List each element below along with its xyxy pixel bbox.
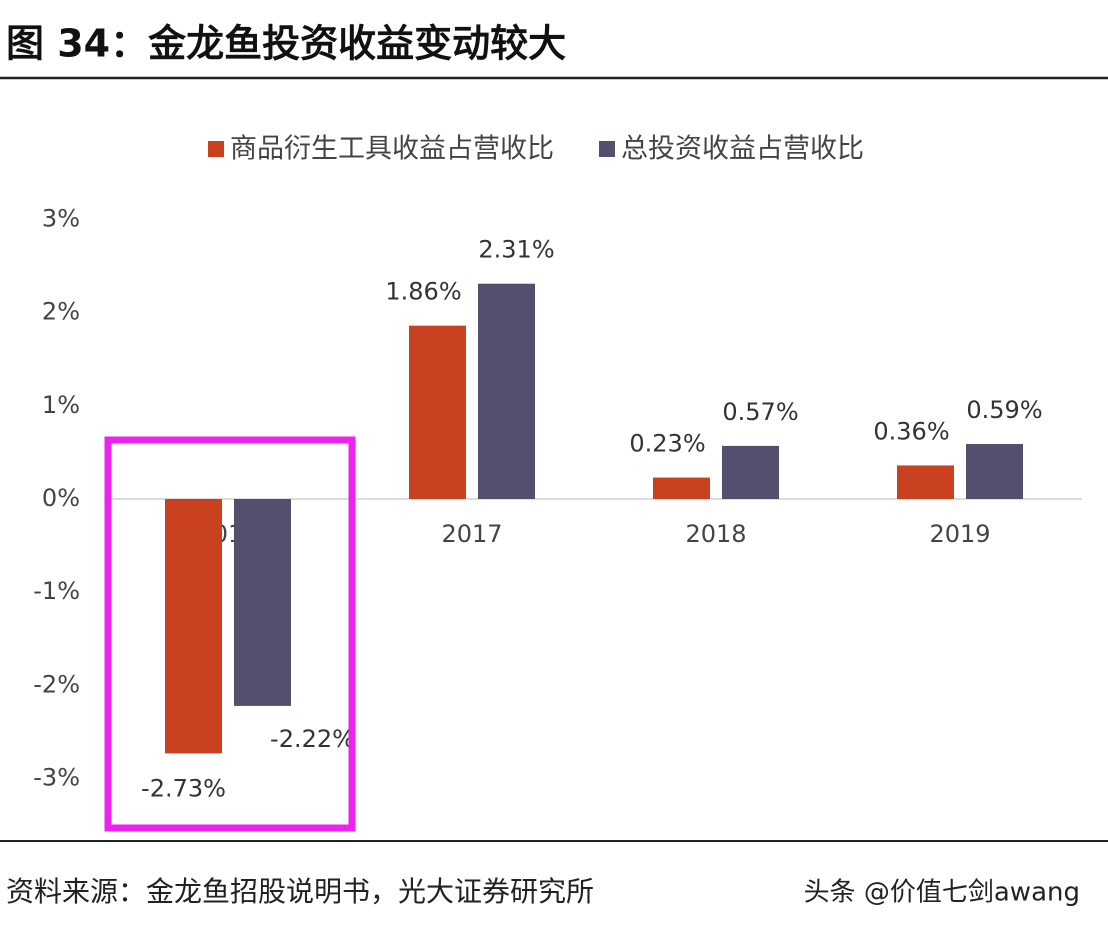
x-tick-label: 2017 (441, 520, 502, 548)
data-label: -2.22% (270, 725, 355, 753)
legend-swatch (208, 141, 224, 157)
data-label: 0.23% (629, 430, 705, 458)
bar (966, 444, 1023, 499)
y-tick-label: 1% (42, 391, 80, 419)
bar (653, 477, 710, 499)
legend-swatch (599, 141, 615, 157)
chart-title: 图 34：金龙鱼投资收益变动较大 (6, 22, 566, 66)
x-tick-label: 2019 (929, 520, 990, 548)
plot-area: 3% 2% 1% 0% -1% -2% -3% 商品衍生工具收益占营收比 总投资收益占营收比 20… (33, 134, 1082, 802)
source-note: 资料来源：金龙鱼招股说明书，光大证券研究所 (6, 875, 594, 908)
x-tick-label: 2018 (685, 520, 746, 548)
bar (165, 499, 222, 754)
data-label: 0.57% (722, 398, 798, 426)
y-tick-label: -3% (33, 764, 80, 792)
bar (234, 499, 291, 706)
watermark: 头条 @价值七剑awang (804, 878, 1080, 908)
bar (897, 465, 954, 499)
bar (478, 283, 535, 499)
legend-label: 商品衍生工具收益占营收比 (230, 134, 554, 165)
highlight-box (104, 436, 356, 832)
y-tick-label: 2% (42, 298, 80, 326)
data-label: -2.73% (141, 774, 226, 802)
y-tick-label: 0% (42, 484, 80, 512)
bar (409, 325, 466, 499)
y-tick-label: -1% (33, 577, 80, 605)
bar (722, 445, 779, 499)
y-tick-label: 3% (42, 204, 80, 232)
data-label: 1.86% (385, 278, 461, 306)
data-label: 0.59% (966, 396, 1042, 424)
data-label: 0.36% (873, 417, 949, 445)
data-label: 2.31% (478, 236, 554, 264)
legend-label: 总投资收益占营收比 (621, 134, 864, 165)
y-tick-label: -2% (33, 670, 80, 698)
